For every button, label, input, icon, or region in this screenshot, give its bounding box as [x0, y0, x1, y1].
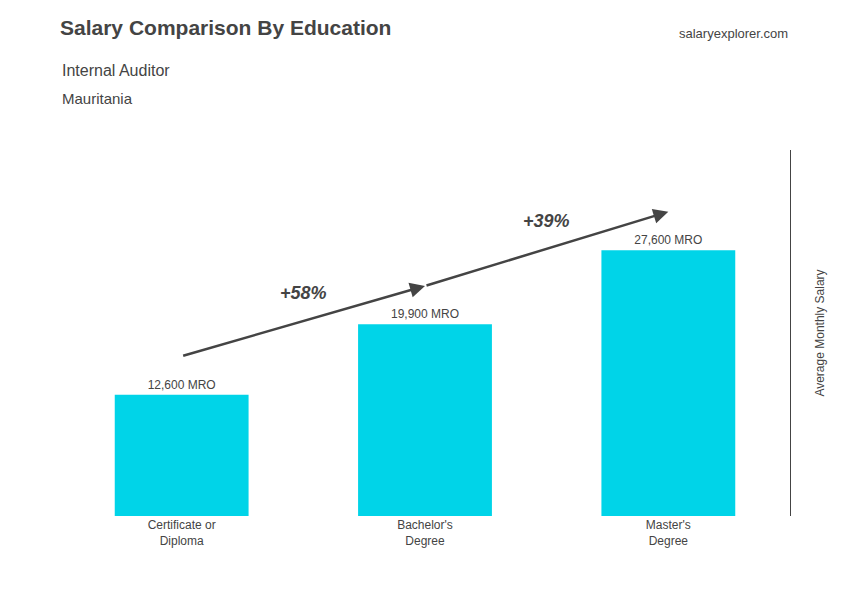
svg-text:+39%: +39% [523, 211, 570, 231]
svg-text:Average Monthly Salary: Average Monthly Salary [813, 269, 827, 396]
svg-text:Salary Comparison By Education: Salary Comparison By Education [60, 16, 391, 39]
svg-text:salaryexplorer.com: salaryexplorer.com [679, 26, 788, 41]
svg-text:+58%: +58% [280, 283, 327, 303]
svg-text:19,900 MRO: 19,900 MRO [391, 307, 459, 321]
svg-text:Internal Auditor: Internal Auditor [62, 62, 170, 79]
svg-text:12,600 MRO: 12,600 MRO [148, 378, 216, 392]
svg-text:Master'sDegree: Master'sDegree [646, 518, 691, 548]
svg-text:Bachelor'sDegree: Bachelor'sDegree [397, 518, 453, 548]
svg-text:Mauritania: Mauritania [62, 90, 133, 107]
svg-text:Certificate orDiploma: Certificate orDiploma [148, 518, 216, 548]
svg-text:27,600 MRO: 27,600 MRO [634, 233, 702, 247]
